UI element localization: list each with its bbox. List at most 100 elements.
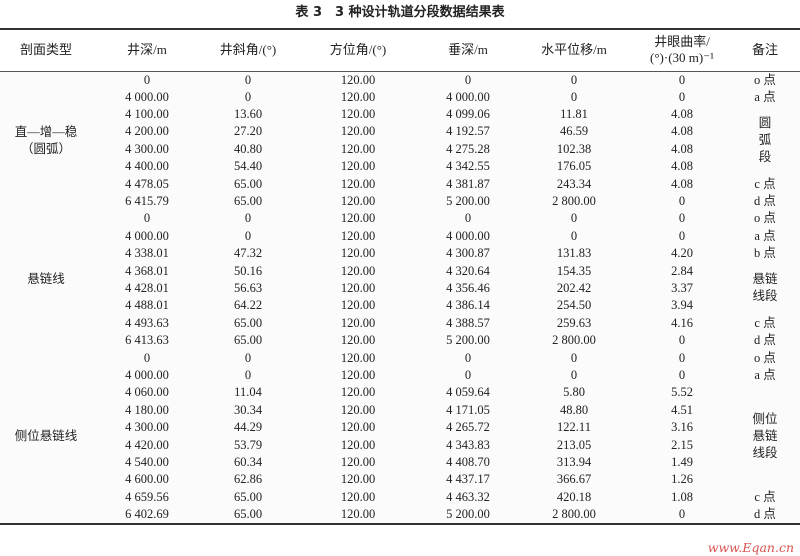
header-curvature: 井眼曲率/ (°)·(30 m)⁻¹ bbox=[650, 34, 714, 66]
measured-depth-cell: 0 bbox=[143, 211, 151, 226]
header-remark: 备注 bbox=[751, 42, 778, 58]
azimuth-cell: 120.00 bbox=[340, 246, 376, 261]
horizontal-displacement-cell: 2 800.00 bbox=[552, 194, 596, 209]
azimuth-cell: 120.00 bbox=[340, 402, 376, 417]
table-row: 4 659.56 65.00 120.00 4 463.32 420.18 1.08 c 点 bbox=[0, 488, 800, 505]
curvature-cell: 4.08 bbox=[671, 124, 693, 139]
remark-cell: a 点 bbox=[754, 367, 776, 382]
table-row: 4 338.01 47.32 120.00 4 300.87 131.83 4.20 b 点 bbox=[0, 245, 800, 262]
horizontal-displacement-cell: 254.50 bbox=[556, 298, 592, 313]
table-row: 4 368.01 50.16 120.00 4 320.64 154.35 2.84 悬链 … bbox=[0, 262, 800, 304]
azimuth-cell: 120.00 bbox=[340, 385, 376, 400]
inclination-cell: 54.40 bbox=[233, 159, 263, 174]
measured-depth-cell: 4 488.01 bbox=[125, 298, 169, 313]
vertical-depth-cell: 4 059.64 bbox=[446, 385, 490, 400]
vertical-depth-cell: 4 408.70 bbox=[446, 454, 490, 469]
horizontal-displacement-cell: 366.67 bbox=[556, 472, 592, 487]
header-azimuth: 方位角/(°) bbox=[329, 42, 387, 58]
vertical-depth-cell: 4 275.28 bbox=[446, 141, 490, 156]
azimuth-cell: 120.00 bbox=[340, 333, 376, 348]
inclination-cell: 62.86 bbox=[233, 472, 263, 487]
table-row: 4 488.01 64.22 120.00 4 386.14 254.50 3.94 bbox=[0, 297, 800, 314]
horizontal-displacement-cell: 0 bbox=[570, 367, 578, 382]
inclination-cell: 40.80 bbox=[233, 141, 263, 156]
azimuth-cell: 120.00 bbox=[340, 263, 376, 278]
vertical-depth-cell: 4 463.32 bbox=[446, 489, 490, 504]
header-vertical-depth: 垂深/m bbox=[448, 42, 488, 58]
remark-cell: d 点 bbox=[754, 506, 776, 521]
inclination-cell: 65.00 bbox=[233, 333, 263, 348]
vertical-depth-cell: 0 bbox=[464, 367, 472, 382]
curvature-cell: 0 bbox=[678, 228, 686, 243]
vertical-depth-cell: 4 300.87 bbox=[446, 246, 490, 261]
table-row: 4 300.00 44.29 120.00 4 265.72 122.11 3.16 bbox=[0, 419, 800, 436]
vertical-depth-cell: 5 200.00 bbox=[446, 333, 490, 348]
curvature-cell: 0 bbox=[678, 211, 686, 226]
inclination-cell: 27.20 bbox=[233, 124, 263, 139]
horizontal-displacement-cell: 48.80 bbox=[559, 402, 589, 417]
measured-depth-cell: 4 420.00 bbox=[125, 437, 169, 452]
curvature-cell: 1.49 bbox=[671, 454, 693, 469]
horizontal-displacement-cell: 213.05 bbox=[556, 437, 592, 452]
measured-depth-cell: 6 413.63 bbox=[125, 333, 169, 348]
horizontal-displacement-cell: 176.05 bbox=[556, 159, 592, 174]
measured-depth-cell: 4 180.00 bbox=[125, 402, 169, 417]
azimuth-cell: 120.00 bbox=[340, 141, 376, 156]
vertical-depth-cell: 4 265.72 bbox=[446, 420, 490, 435]
azimuth-cell: 120.00 bbox=[340, 454, 376, 469]
table-row: 4 428.01 56.63 120.00 4 356.46 202.42 3.37 bbox=[0, 280, 800, 297]
header-profile-type: 剖面类型 bbox=[19, 42, 72, 58]
horizontal-displacement-cell: 154.35 bbox=[556, 263, 592, 278]
azimuth-cell: 120.00 bbox=[340, 298, 376, 313]
table-row: 直—增—稳 （圆弧） 0 0 120.00 0 0 0 o 点 bbox=[0, 71, 800, 156]
profile-type-cell: 悬链线 bbox=[27, 272, 65, 287]
curvature-cell: 4.08 bbox=[671, 176, 693, 191]
header-row: 剖面类型 井深/m 井斜角/(°) 方位角/(°) 垂深/m 水平位移/m 井眼曲率/ (°… bbox=[0, 29, 800, 71]
curvature-cell: 0 bbox=[678, 72, 686, 87]
vertical-depth-cell: 5 200.00 bbox=[446, 194, 490, 209]
curvature-cell: 3.37 bbox=[671, 280, 693, 295]
remark-cell: d 点 bbox=[754, 333, 776, 348]
curvature-cell: 2.15 bbox=[671, 437, 693, 452]
table-row: 4 000.00 0 120.00 0 0 0 a 点 bbox=[0, 367, 800, 384]
curvature-cell: 4.08 bbox=[671, 159, 693, 174]
horizontal-displacement-cell: 243.34 bbox=[556, 176, 592, 191]
inclination-cell: 56.63 bbox=[233, 280, 263, 295]
horizontal-displacement-cell: 2 800.00 bbox=[552, 506, 596, 521]
measured-depth-cell: 4 400.00 bbox=[125, 159, 169, 174]
vertical-depth-cell: 4 343.83 bbox=[446, 437, 490, 452]
vertical-depth-cell: 4 192.57 bbox=[446, 124, 490, 139]
inclination-cell: 50.16 bbox=[233, 263, 263, 278]
azimuth-cell: 120.00 bbox=[340, 107, 376, 122]
inclination-cell: 0 bbox=[244, 350, 252, 365]
azimuth-cell: 120.00 bbox=[340, 472, 376, 487]
measured-depth-cell: 6 402.69 bbox=[125, 506, 169, 521]
horizontal-displacement-cell: 102.38 bbox=[556, 141, 592, 156]
table-row: 4 600.00 62.86 120.00 4 437.17 366.67 1.26 bbox=[0, 471, 800, 488]
inclination-cell: 44.29 bbox=[233, 420, 263, 435]
azimuth-cell: 120.00 bbox=[340, 350, 376, 365]
measured-depth-cell: 4 368.01 bbox=[125, 263, 169, 278]
vertical-depth-cell: 4 386.14 bbox=[446, 298, 490, 313]
azimuth-cell: 120.00 bbox=[340, 420, 376, 435]
measured-depth-cell: 6 415.79 bbox=[125, 194, 169, 209]
vertical-depth-cell: 4 388.57 bbox=[446, 315, 490, 330]
remark-cell: c 点 bbox=[754, 176, 776, 191]
remark-cell: o 点 bbox=[754, 72, 776, 87]
azimuth-cell: 120.00 bbox=[340, 159, 376, 174]
inclination-cell: 0 bbox=[244, 211, 252, 226]
measured-depth-cell: 4 000.00 bbox=[125, 367, 169, 382]
inclination-cell: 60.34 bbox=[233, 454, 263, 469]
curvature-cell: 4.20 bbox=[671, 246, 693, 261]
table-row: 6 415.79 65.00 120.00 5 200.00 2 800.00 0 d 点 bbox=[0, 193, 800, 210]
measured-depth-cell: 4 493.63 bbox=[125, 315, 169, 330]
horizontal-displacement-cell: 11.81 bbox=[560, 107, 588, 122]
horizontal-displacement-cell: 2 800.00 bbox=[552, 333, 596, 348]
inclination-cell: 0 bbox=[244, 72, 252, 87]
header-horizontal-displacement: 水平位移/m bbox=[541, 42, 607, 58]
measured-depth-cell: 4 000.00 bbox=[125, 228, 169, 243]
inclination-cell: 65.00 bbox=[233, 176, 263, 191]
horizontal-displacement-cell: 5.80 bbox=[563, 385, 585, 400]
table-row: 4 493.63 65.00 120.00 4 388.57 259.63 4.16 c 点 bbox=[0, 315, 800, 332]
curvature-cell: 4.08 bbox=[671, 107, 693, 122]
